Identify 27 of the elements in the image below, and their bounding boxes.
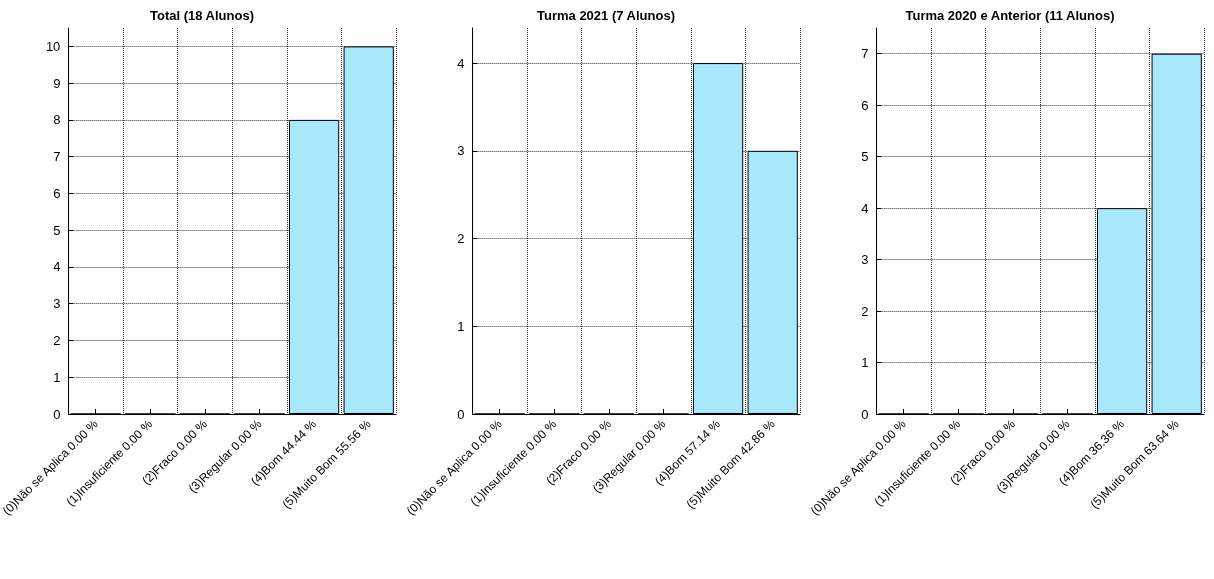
- chart-title: Turma 2021 (7 Alunos): [537, 8, 675, 23]
- y-tick-label: 4: [861, 200, 869, 216]
- y-tick-label: 9: [53, 75, 61, 91]
- y-tick-label: 5: [861, 149, 869, 165]
- y-tick-label: 3: [861, 252, 869, 268]
- y-tick-label: 1: [457, 318, 465, 334]
- y-tick-label: 5: [53, 222, 61, 238]
- y-tick-label: 0: [861, 406, 869, 422]
- y-tick-label: 8: [53, 112, 61, 128]
- y-tick-label: 2: [53, 332, 61, 348]
- y-tick-label: 7: [861, 46, 869, 62]
- y-tick-label: 4: [457, 55, 465, 71]
- y-tick-label: 10: [45, 38, 61, 54]
- y-tick-label: 6: [861, 97, 869, 113]
- y-tick-label: 7: [53, 149, 61, 165]
- y-tick-label: 3: [457, 143, 465, 159]
- chart-title: Turma 2020 e Anterior (11 Alunos): [905, 8, 1115, 23]
- y-tick-label: 3: [53, 296, 61, 312]
- y-tick-label: 6: [53, 185, 61, 201]
- y-tick-label: 2: [457, 231, 465, 247]
- chart-title: Total (18 Alunos): [150, 8, 254, 23]
- y-tick-label: 0: [53, 406, 61, 422]
- y-tick-label: 1: [53, 369, 61, 385]
- y-tick-label: 4: [53, 259, 61, 275]
- y-tick-label: 0: [457, 406, 465, 422]
- y-tick-label: 1: [861, 355, 869, 371]
- y-tick-label: 2: [861, 303, 869, 319]
